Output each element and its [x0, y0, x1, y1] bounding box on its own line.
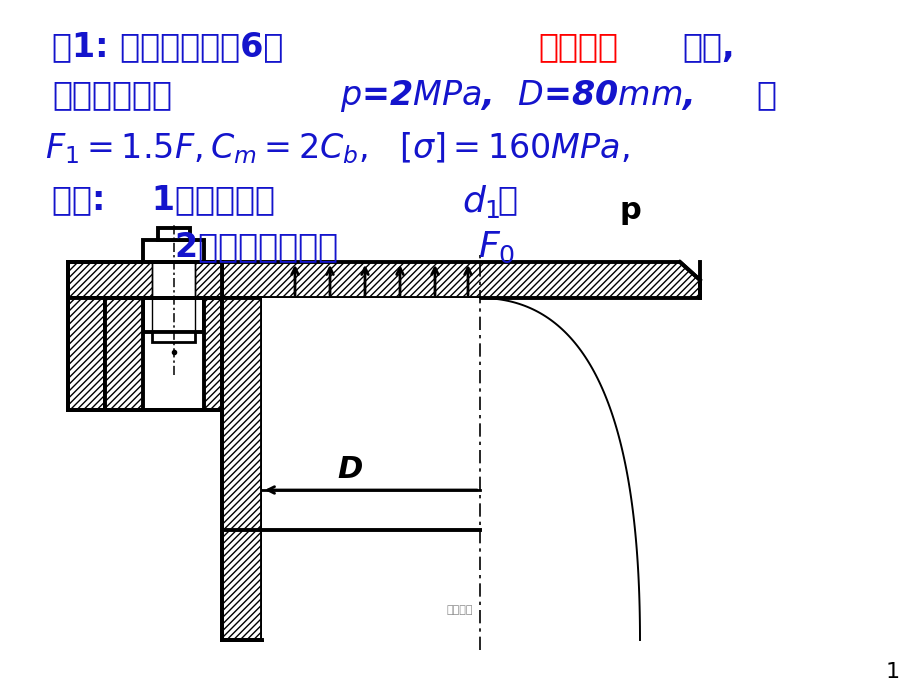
Text: $F_0$: $F_0$ [478, 230, 515, 265]
Text: 普通螺栓: 普通螺栓 [538, 30, 618, 63]
Text: 取: 取 [755, 78, 775, 111]
Polygon shape [68, 298, 105, 410]
Text: p: p [619, 195, 641, 224]
Text: 骄阳书苑: 骄阳书苑 [447, 605, 472, 615]
Text: ；: ； [496, 183, 516, 216]
Polygon shape [152, 332, 195, 342]
Polygon shape [68, 262, 221, 298]
Polygon shape [204, 298, 221, 410]
Text: 例1: 图示气缸盖用6个: 例1: 图示气缸盖用6个 [52, 30, 283, 63]
Polygon shape [262, 298, 480, 640]
Polygon shape [142, 298, 204, 332]
Polygon shape [221, 298, 262, 640]
Text: $p$=2$MPa$,  $D$=80$mm$,: $p$=2$MPa$, $D$=80$mm$, [340, 78, 693, 114]
Polygon shape [152, 262, 195, 298]
Text: 2、安装时预紧力: 2、安装时预紧力 [175, 230, 349, 263]
Text: D: D [337, 455, 362, 484]
Text: 试求:    1、螺栓小径: 试求: 1、螺栓小径 [52, 183, 287, 216]
Polygon shape [105, 298, 142, 410]
Polygon shape [221, 262, 699, 298]
Text: $F_1 = 1.5F, C_m = 2C_b,$  $[\sigma] = 160MPa,$: $F_1 = 1.5F, C_m = 2C_b,$ $[\sigma] = 16… [45, 130, 629, 166]
Text: 连接,: 连接, [681, 30, 734, 63]
Text: 已知气缸压力: 已知气缸压力 [52, 78, 172, 111]
Polygon shape [158, 228, 190, 240]
Text: 1: 1 [885, 662, 899, 682]
Polygon shape [142, 240, 204, 262]
Text: $d_1$: $d_1$ [461, 183, 500, 220]
